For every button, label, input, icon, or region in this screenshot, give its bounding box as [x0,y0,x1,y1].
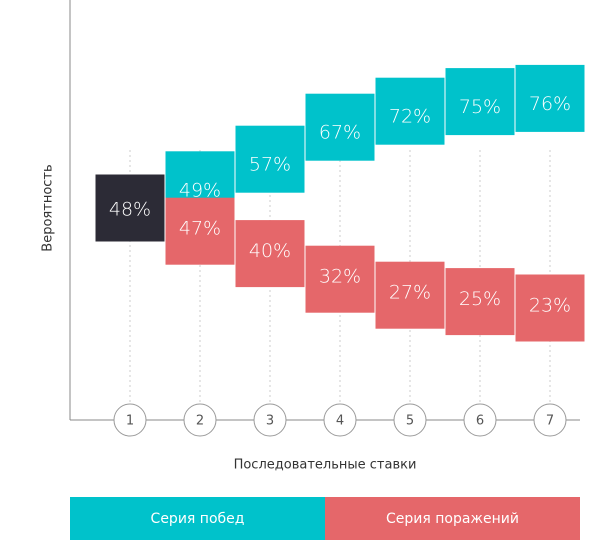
x-tick-label: 7 [546,414,554,429]
box [305,93,375,161]
value-label: 75% [459,96,501,118]
value-label: 48% [109,199,151,221]
value-label: 27% [389,282,431,304]
category-circle [323,403,357,437]
category-circle [463,403,497,437]
start-box [95,174,165,242]
value-label: 23% [529,295,571,317]
box [165,197,235,265]
value-label: 49% [179,179,221,201]
category-circle [533,403,567,437]
value-label: 32% [319,266,361,288]
box [445,268,515,336]
box [375,261,445,329]
category-circle [393,403,427,437]
box [375,77,445,145]
x-tick-label: 5 [406,414,414,429]
category-circle [113,403,147,437]
box [445,68,515,136]
legend-label: Серия поражений [386,511,519,527]
value-label: 40% [249,240,291,262]
category-circle [253,403,287,437]
x-axis-label: Последовательные ставки [234,458,417,473]
x-tick-label: 6 [476,414,484,429]
value-label: 72% [389,106,431,128]
category-circle [183,403,217,437]
box [515,274,585,342]
value-label: 57% [249,154,291,176]
box [305,245,375,313]
box [235,220,305,288]
x-tick-label: 2 [196,414,204,429]
legend-swatch [70,497,325,540]
value-label: 47% [179,218,221,240]
value-label: 25% [459,288,501,310]
y-axis-label: Вероятность [41,164,56,251]
box [235,125,305,193]
x-tick-label: 3 [266,414,274,429]
x-tick-label: 1 [126,414,134,429]
legend-swatch [325,497,580,540]
value-label: 67% [319,122,361,144]
x-tick-label: 4 [336,414,344,429]
box [515,64,585,132]
value-label: 76% [529,93,571,115]
legend-label: Серия побед [151,511,245,527]
